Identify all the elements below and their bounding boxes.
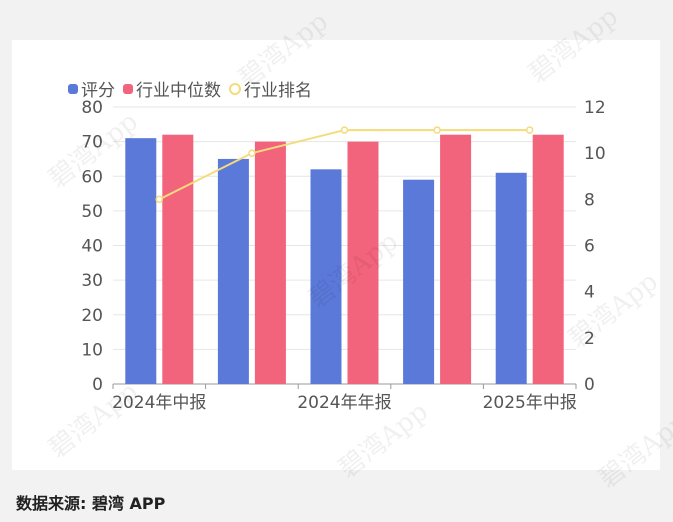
y-left-tick-label: 70 <box>81 133 103 153</box>
legend-swatch-industry-rank <box>229 82 241 95</box>
y-right-tick-label: 12 <box>584 98 606 118</box>
y-left-tick-label: 50 <box>81 202 103 222</box>
point-industry-rank <box>248 149 256 157</box>
y-left-tick-label: 0 <box>92 375 103 395</box>
legend-item-industry-rank[interactable]: 行业排名 <box>229 76 312 101</box>
y-right-tick-label: 6 <box>584 237 595 257</box>
bar-industry-median <box>162 134 194 384</box>
x-tick-label: 2024年年报 <box>297 393 391 413</box>
y-left-tick-label: 10 <box>81 340 103 360</box>
bar-score <box>310 169 342 384</box>
y-right-tick-label: 2 <box>584 329 595 349</box>
bar-industry-median <box>532 134 564 384</box>
point-industry-rank <box>155 195 164 204</box>
bar-industry-median <box>347 141 379 384</box>
legend-item-score[interactable]: 评分 <box>68 76 115 101</box>
point-industry-rank <box>340 126 349 134</box>
legend-swatch-industry-median <box>123 83 133 94</box>
bar-industry-median <box>440 134 472 384</box>
bar-industry-median <box>254 141 286 384</box>
legend-item-industry-median[interactable]: 行业中位数 <box>123 76 221 101</box>
bar-score <box>495 172 527 384</box>
bar-score <box>125 138 157 384</box>
x-tick-label: 2025年中报 <box>483 393 577 413</box>
x-tick-label: 2024年中报 <box>112 393 206 413</box>
bar-score <box>403 179 435 384</box>
y-right-tick-label: 8 <box>584 190 595 210</box>
point-industry-rank <box>433 126 441 134</box>
legend-swatch-score <box>68 83 78 94</box>
data-source-caption: 数据来源: 碧湾 APP <box>16 494 166 513</box>
y-left-tick-label: 40 <box>81 237 103 257</box>
legend-label-industry-rank: 行业排名 <box>244 81 312 101</box>
bar-score <box>217 158 249 384</box>
y-right-tick-label: 4 <box>584 283 595 303</box>
y-right-tick-label: 10 <box>584 144 606 164</box>
y-left-tick-label: 60 <box>81 167 103 187</box>
legend-label-score: 评分 <box>81 81 115 101</box>
y-right-tick-label: 0 <box>584 375 595 395</box>
point-industry-rank <box>525 126 534 134</box>
legend-label-industry-median: 行业中位数 <box>136 81 221 101</box>
y-left-tick-label: 20 <box>81 306 103 326</box>
y-left-tick-label: 30 <box>81 271 103 291</box>
chart-legend: 评分 行业中位数 行业排名 <box>68 76 312 101</box>
y-left-tick-label: 80 <box>81 98 103 118</box>
line-industry-rank <box>158 129 530 201</box>
